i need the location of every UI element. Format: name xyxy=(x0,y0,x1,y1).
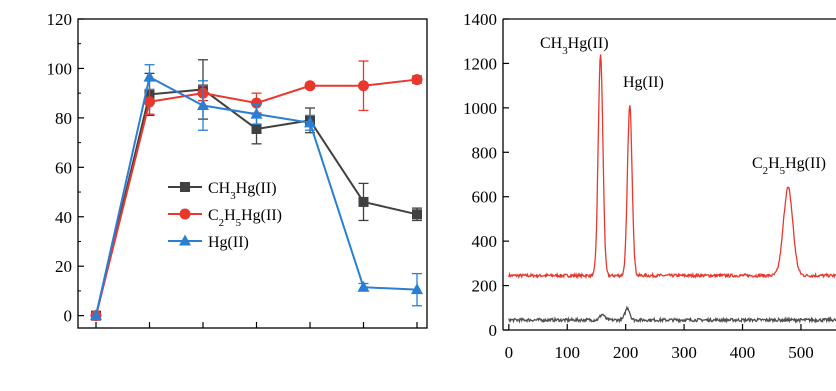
legend-label: CH3​Hg(II) xyxy=(208,180,277,202)
y-tick-label-a: 20 xyxy=(55,257,72,276)
y-tick-label-a: 80 xyxy=(55,109,72,128)
legend-label: C2​H5​Hg(II) xyxy=(208,207,282,229)
y-tick-label-a: 40 xyxy=(55,208,72,227)
y-tick-label-b: 1000 xyxy=(463,99,497,118)
legend-marker xyxy=(180,182,190,192)
chromatogram-trace-0 xyxy=(508,54,836,280)
peak-annotation: CH3​Hg(II) xyxy=(540,35,609,57)
y-tick-label-b: 0 xyxy=(489,321,498,340)
data-point-a xyxy=(90,309,102,321)
plot-frame-a xyxy=(77,18,428,329)
data-point-a xyxy=(357,280,370,292)
x-tick-label-b: 0 xyxy=(505,343,514,362)
data-point-a xyxy=(143,70,156,82)
x-tick-label-b: 200 xyxy=(613,343,639,362)
data-point-a xyxy=(411,283,423,295)
y-tick-label-b: 800 xyxy=(472,143,498,162)
y-tick-label-b: 1400 xyxy=(463,10,497,29)
chart-panel-b: 0 200 400 600 800 1000 1200 1400 0 100 200 300 400 50… xyxy=(463,10,836,362)
data-point-a xyxy=(250,107,263,119)
chart-panel-a: 0 20 40 60 80 100 120 CH3​Hg(II) C2​H5​Hg(II) Hg(… xyxy=(47,10,428,329)
data-point-a xyxy=(197,99,209,111)
legend-marker xyxy=(179,234,191,246)
y-tick-label-b: 600 xyxy=(472,188,498,207)
x-tick-label-b: 100 xyxy=(555,343,581,362)
y-tick-label-a: 120 xyxy=(47,10,73,29)
y-tick-label-a: 100 xyxy=(47,59,73,78)
data-point-a xyxy=(411,74,423,86)
y-tick-label-b: 1200 xyxy=(463,54,497,73)
x-tick-label-b: 300 xyxy=(671,343,697,362)
data-point-a xyxy=(304,80,316,92)
y-tick-label-b: 200 xyxy=(472,277,498,296)
legend-label: Hg(II) xyxy=(208,234,249,251)
y-tick-label-a: 0 xyxy=(64,307,73,326)
legend-marker xyxy=(179,208,191,220)
chromatogram-trace-1 xyxy=(508,305,836,324)
data-point-a xyxy=(304,116,316,128)
y-tick-label-b: 400 xyxy=(472,232,498,251)
data-point-a xyxy=(358,196,369,207)
peak-annotation: Hg(II) xyxy=(623,74,664,91)
y-tick-label-a: 60 xyxy=(55,158,72,177)
x-tick-label-b: 500 xyxy=(788,343,814,362)
data-point-a xyxy=(251,124,262,135)
data-point-a xyxy=(412,209,422,220)
data-point-a xyxy=(358,80,369,92)
data-point-a xyxy=(251,97,262,109)
peak-annotation: C2​H5​Hg(II) xyxy=(752,155,826,177)
data-point-a xyxy=(144,96,155,108)
x-tick-label-b: 400 xyxy=(730,343,756,362)
